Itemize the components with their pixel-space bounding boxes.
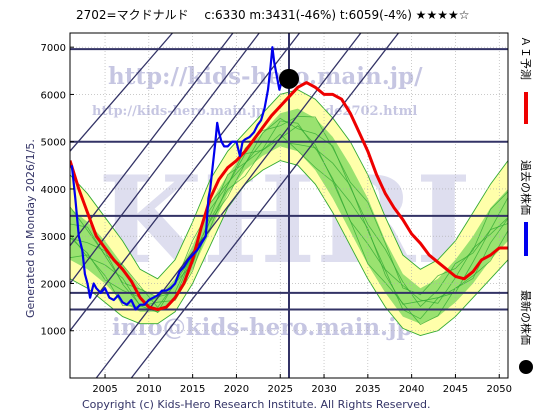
y-tick-label: 3000 [41,232,66,243]
reference-lines-layer [70,33,508,378]
x-tick-label: 2015 [180,384,205,395]
trend-diagonal-line [70,33,173,152]
past-price-line [70,46,290,311]
x-tick-label: 2040 [399,384,424,395]
watermark-url-mid: http://kids-hero.main.jp/code/code2702.h… [92,104,417,119]
x-tick-label: 2020 [224,384,249,395]
y-tick-label: 2000 [41,279,66,290]
legend-latest-label: 最新の株価 [519,290,533,345]
copyright-footer: Copyright (c) Kids-Hero Research Institu… [82,398,431,411]
y-tick-label: 4000 [41,185,66,196]
x-tick-label: 2050 [487,384,512,395]
trend-diagonal-line [70,33,234,247]
x-tick-label: 2005 [92,384,117,395]
y-tick-label: 7000 [41,43,66,54]
y-tick-label: 6000 [41,90,66,101]
plot-content: http://kids-hero.main.jp/ http://kids-he… [70,33,508,378]
x-tick-label: 2030 [311,384,336,395]
watermark-layer: http://kids-hero.main.jp/ http://kids-he… [92,63,472,341]
x-tick-label: 2010 [136,384,161,395]
trend-diagonal-line [70,33,301,332]
y-tick-label: 1000 [41,327,66,338]
generated-date-label: Generated on Monday 2026/1/5. [24,139,37,318]
trend-diagonal-line [130,33,400,378]
band-inner [70,108,508,324]
chart-header: 2702=マクドナルド c:6330 m:3431(-46%) t:6059(-… [76,8,469,22]
legend-past-label: 過去の株価 [519,160,533,215]
legend: ＡＩ予測 過去の株価 最新の株価 [519,36,533,374]
x-tick-label: 2025 [268,384,293,395]
trend-diagonal-line [95,33,362,378]
legend-latest-marker [519,360,533,374]
legend-ai-label: ＡＩ予測 [519,36,533,80]
ai-forecast-line [70,81,508,311]
x-axis-ticks: 2005 2010 2015 2020 2025 2030 2035 2040 2045 2050 [92,374,512,395]
y-tick-label: 5000 [41,138,66,149]
x-tick-label: 2035 [355,384,380,395]
y-axis-ticks: 1000 2000 3000 4000 5000 6000 7000 [41,43,74,338]
series-layer [70,46,508,311]
x-tick-label: 2045 [443,384,468,395]
latest-price-marker [279,68,299,89]
plot-frame [69,32,509,379]
